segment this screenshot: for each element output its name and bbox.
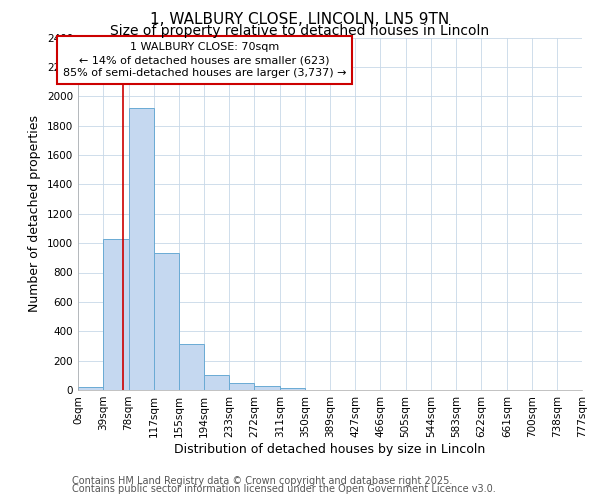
Bar bbox=[254, 386, 280, 390]
Bar bbox=[179, 344, 204, 390]
Bar bbox=[128, 108, 154, 390]
Bar bbox=[204, 374, 229, 390]
Bar bbox=[229, 382, 254, 390]
X-axis label: Distribution of detached houses by size in Lincoln: Distribution of detached houses by size … bbox=[175, 442, 485, 456]
Text: Size of property relative to detached houses in Lincoln: Size of property relative to detached ho… bbox=[110, 24, 490, 38]
Bar bbox=[78, 387, 103, 390]
Bar bbox=[280, 388, 305, 390]
Text: 1 WALBURY CLOSE: 70sqm
← 14% of detached houses are smaller (623)
85% of semi-de: 1 WALBURY CLOSE: 70sqm ← 14% of detached… bbox=[63, 42, 346, 78]
Y-axis label: Number of detached properties: Number of detached properties bbox=[28, 116, 41, 312]
Bar bbox=[154, 254, 179, 390]
Text: Contains HM Land Registry data © Crown copyright and database right 2025.: Contains HM Land Registry data © Crown c… bbox=[72, 476, 452, 486]
Text: 1, WALBURY CLOSE, LINCOLN, LN5 9TN: 1, WALBURY CLOSE, LINCOLN, LN5 9TN bbox=[151, 12, 449, 28]
Text: Contains public sector information licensed under the Open Government Licence v3: Contains public sector information licen… bbox=[72, 484, 496, 494]
Bar bbox=[103, 238, 128, 390]
